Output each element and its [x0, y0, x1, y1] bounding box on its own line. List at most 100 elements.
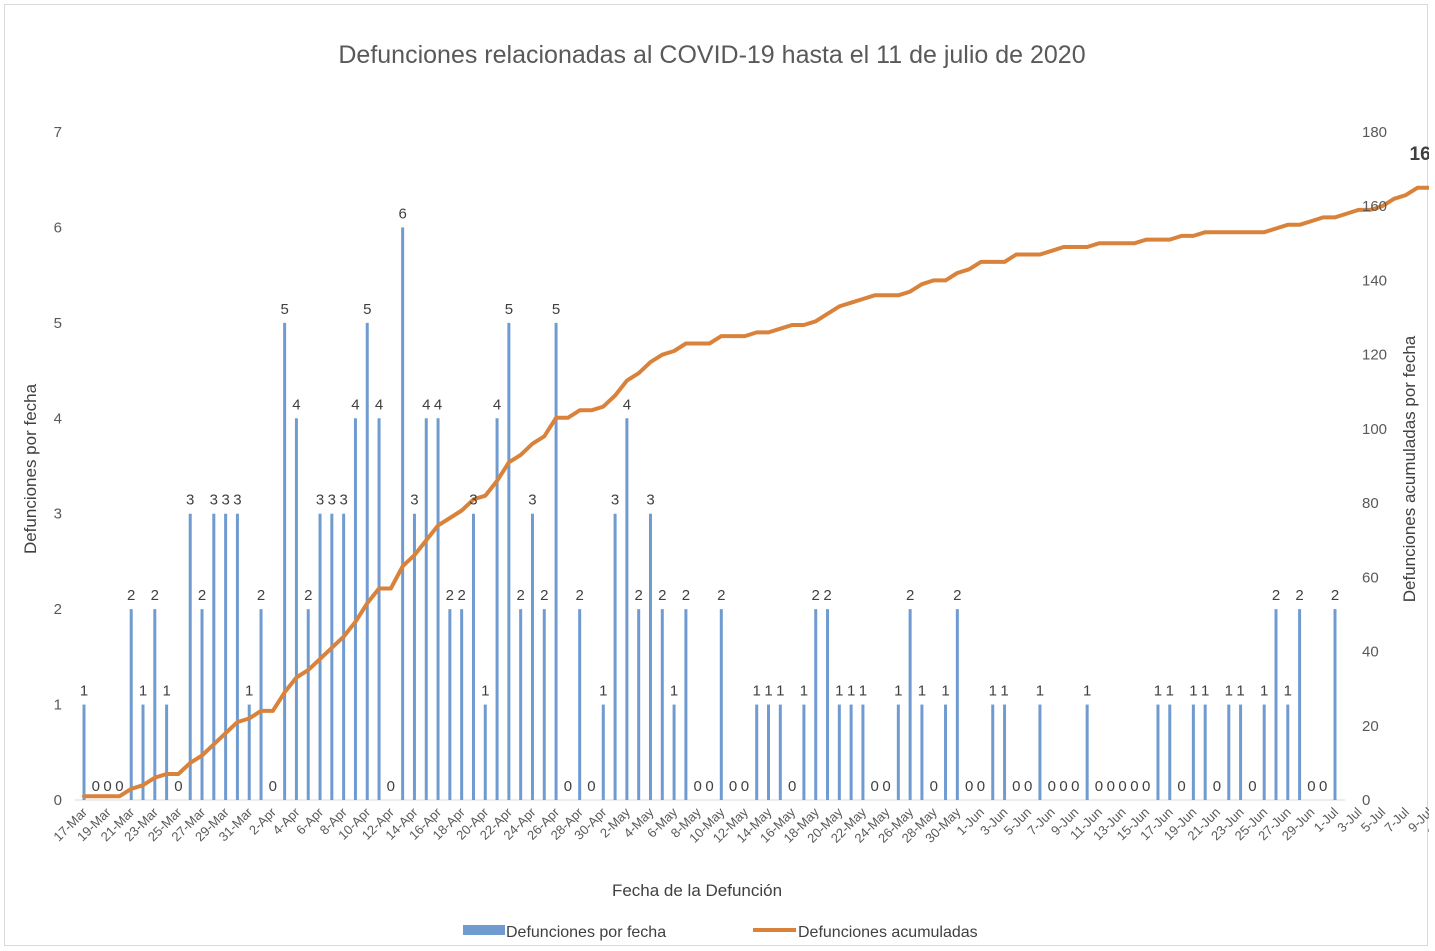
bar [283, 322, 287, 800]
bar [200, 609, 204, 800]
bar [306, 609, 310, 800]
bar [235, 513, 239, 800]
y-axis-title: Defunciones por fecha [21, 383, 40, 554]
bar [247, 704, 251, 800]
y2-tick-label: 60 [1362, 569, 1379, 586]
bar-data-label: 0 [1059, 778, 1067, 795]
x-tick-label: 7-Jul [1381, 804, 1412, 835]
bar-data-label: 0 [587, 778, 595, 795]
bar-data-label: 1 [1201, 683, 1209, 700]
bar-data-label: 0 [1142, 778, 1150, 795]
y2-tick-label: 160 [1362, 198, 1387, 215]
bar-data-label: 0 [729, 778, 737, 795]
bar [1262, 704, 1266, 800]
bar-data-label: 1 [859, 683, 867, 700]
cumulative-line [82, 185, 1429, 799]
bar-data-label: 3 [186, 492, 194, 509]
bar-data-label: 1 [1284, 683, 1292, 700]
bar [814, 609, 818, 800]
bar-data-label: 3 [221, 492, 229, 509]
bar [1203, 704, 1207, 800]
bar [542, 609, 546, 800]
legend-label-bars: Defunciones por fecha [506, 924, 666, 941]
bar [530, 513, 534, 800]
bar [601, 704, 605, 800]
y2-tick-label: 180 [1362, 124, 1387, 141]
bar-data-label: 0 [1012, 778, 1020, 795]
bar [955, 609, 959, 800]
bar-data-label: 2 [1295, 587, 1303, 604]
final-cumulative-label: 167 [1410, 144, 1429, 165]
y2-tick-label: 120 [1362, 347, 1387, 364]
bar-data-label: 0 [788, 778, 796, 795]
bar [342, 513, 346, 800]
bar-data-label: 2 [635, 587, 643, 604]
bar [401, 227, 405, 800]
bar-data-label: 1 [1236, 683, 1244, 700]
bar-data-label: 2 [576, 587, 584, 604]
combo-chart: Defunciones relacionadas al COVID-19 has… [21, 41, 1429, 941]
bar-data-label: 1 [753, 683, 761, 700]
bar-data-label: 1 [245, 683, 253, 700]
bar-data-label: 5 [505, 301, 513, 318]
bar [483, 704, 487, 800]
bar [684, 609, 688, 800]
bar-data-label: 1 [989, 683, 997, 700]
bar-data-label: 0 [1319, 778, 1327, 795]
bar [188, 513, 192, 800]
bar-data-label: 2 [953, 587, 961, 604]
bar-data-label: 1 [1260, 683, 1268, 700]
y2-tick-label: 40 [1362, 644, 1379, 661]
bar-data-label: 2 [658, 587, 666, 604]
bar [1298, 609, 1302, 800]
y2-tick-label: 20 [1362, 718, 1379, 735]
bar-data-label: 0 [705, 778, 713, 795]
y2-tick-label: 80 [1362, 495, 1379, 512]
bar [460, 609, 464, 800]
bar-data-label: 1 [941, 683, 949, 700]
bar-data-label: 2 [906, 587, 914, 604]
bar-data-label: 2 [812, 587, 820, 604]
bar-data-label: 1 [139, 683, 147, 700]
bar [1286, 704, 1290, 800]
bar-data-label: 0 [1048, 778, 1056, 795]
bar [436, 418, 440, 800]
bar [908, 609, 912, 800]
bar-data-label: 1 [894, 683, 902, 700]
bar-data-label: 6 [398, 205, 406, 222]
bar-data-label: 1 [1225, 683, 1233, 700]
bar-data-label: 2 [457, 587, 465, 604]
bar [637, 609, 641, 800]
y-tick-label: 4 [54, 410, 62, 427]
bar [165, 704, 169, 800]
bar-data-label: 2 [127, 587, 135, 604]
bar-data-label: 0 [564, 778, 572, 795]
bar [1156, 704, 1160, 800]
bar [991, 704, 995, 800]
bar-data-label: 5 [280, 301, 288, 318]
bar [1333, 609, 1337, 800]
bar [672, 704, 676, 800]
bar-series [82, 227, 1337, 800]
bar-data-label: 1 [599, 683, 607, 700]
bar-data-label: 3 [210, 492, 218, 509]
bar [648, 513, 652, 800]
bar [1239, 704, 1243, 800]
bar-data-label: 1 [835, 683, 843, 700]
bar-data-label: 0 [871, 778, 879, 795]
bar [554, 322, 558, 800]
bar-data-label: 0 [387, 778, 395, 795]
bar [424, 418, 428, 800]
bar [613, 513, 617, 800]
bar-data-label: 4 [422, 396, 430, 413]
bar [802, 704, 806, 800]
bar-data-label: 1 [800, 683, 808, 700]
bar-data-label: 1 [1000, 683, 1008, 700]
bar-data-label: 2 [198, 587, 206, 604]
bar-data-label: 0 [1107, 778, 1115, 795]
y2-axis-title: Defunciones acumuladas por fecha [1400, 335, 1419, 602]
bar [625, 418, 629, 800]
bar [1168, 704, 1172, 800]
y-tick-label: 2 [54, 601, 62, 618]
